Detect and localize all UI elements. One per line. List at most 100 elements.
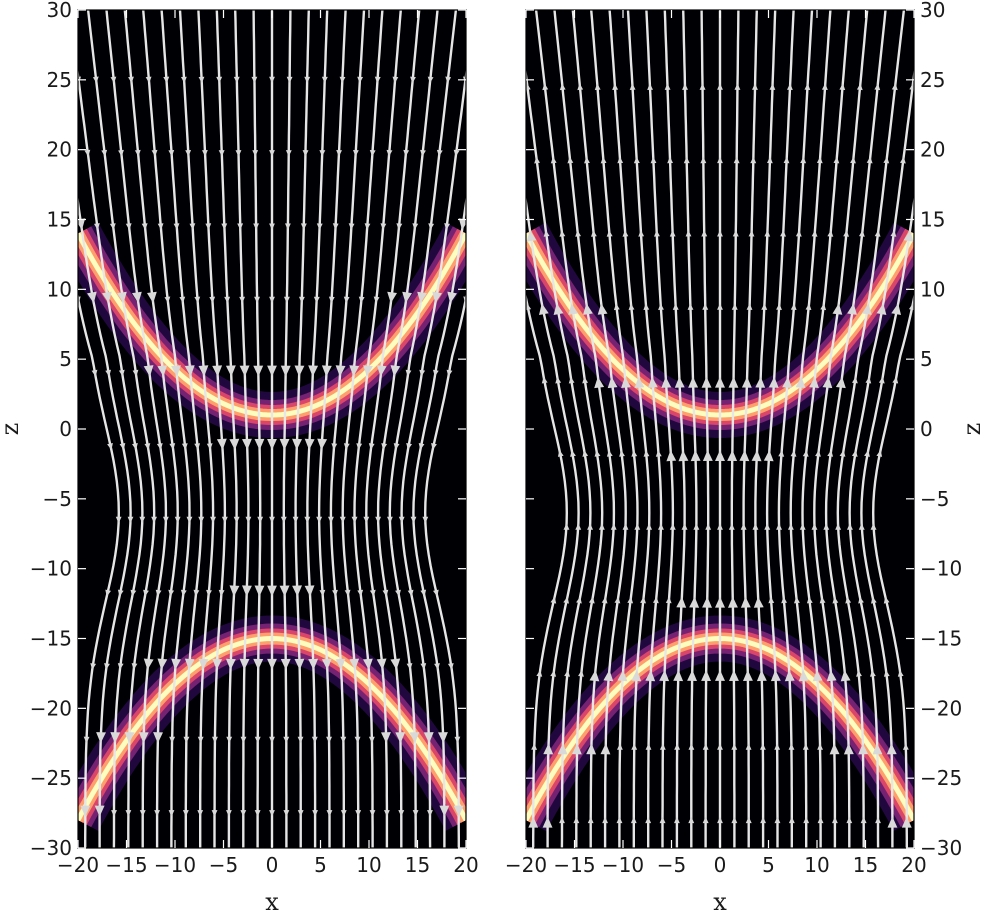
flow-arrow [252,150,259,157]
flow-arrow [643,303,650,310]
flow-arrow [858,743,869,755]
flow-arrow [105,589,111,597]
flow-arrow [654,230,660,237]
flow-arrow [740,596,751,608]
flow-arrow [157,365,168,377]
flow-arrow [336,150,342,157]
flow-arrow [874,230,881,237]
flow-arrow [94,805,105,817]
flow-arrow [638,230,645,237]
flow-arrow [607,376,618,389]
flow-arrow [78,296,81,304]
streamline-7 [160,10,203,848]
streamline-9 [197,10,227,848]
flow-arrow [164,296,171,304]
flow-arrow [139,516,146,524]
streamline-18 [777,10,814,848]
flow-arrow [279,438,290,450]
flow-arrow [729,669,739,681]
right-panel: −20 −15 −10 −5 0 5 10 15 20−30−25−20−15−10−50510… [490,0,986,916]
flow-arrow [748,230,755,237]
flow-arrow [368,443,375,450]
flow-arrow [769,83,776,90]
flow-arrow [578,669,584,677]
flow-arrow [817,743,823,750]
flow-arrow [811,230,818,237]
flow-arrow [812,669,823,682]
flow-arrow [340,736,347,744]
flow-arrow [731,816,738,824]
flow-arrow [386,149,393,157]
flow-arrow [343,443,350,450]
flow-arrow [790,303,797,310]
flow-arrow [717,523,723,530]
flow-arrow [317,438,328,450]
flow-arrow [242,585,252,597]
flow-arrow [125,810,132,817]
flow-arrow [557,743,568,755]
flow-arrow [788,523,794,530]
x-tick-label: −10 [602,853,644,877]
flow-arrow [631,743,638,750]
flow-arrow [715,376,725,388]
flow-arrow [354,736,361,744]
streamline-26 [423,292,466,848]
y-tick-label: 25 [47,68,72,92]
flow-arrow [369,589,376,597]
flow-arrow [179,296,186,304]
flow-arrow [407,589,414,597]
flow-arrow [410,76,416,84]
flow-arrow [890,230,897,237]
flow-arrow [897,669,904,677]
flow-arrow [446,369,453,377]
flow-arrow [253,223,259,230]
flow-arrow [490,83,496,90]
flow-arrow [526,303,532,311]
flow-arrow [134,149,141,157]
flow-arrow [526,230,537,242]
flow-arrow [541,376,548,384]
flow-arrow [658,523,664,530]
flow-arrow [908,303,914,311]
flow-arrow [186,516,193,524]
flow-arrow [802,743,809,750]
flow-arrow [171,365,181,377]
flow-arrow [433,369,439,377]
flow-arrow [705,523,712,530]
flow-arrow [678,450,689,462]
flow-arrow [630,816,637,824]
flow-arrow [157,223,164,230]
flow-arrow [355,810,362,817]
flow-arrow [118,149,124,157]
flow-arrow [568,376,575,384]
x-tick-label: −10 [154,853,196,877]
flow-arrow [297,736,304,744]
flow-arrow [229,585,240,597]
plot-area [490,10,914,848]
y-tick-label: 0 [59,417,72,441]
flow-arrow [669,523,676,530]
flow-arrow [531,743,537,750]
flow-arrow [102,291,112,304]
flow-arrow [582,376,588,384]
flow-arrow [384,810,390,817]
flow-arrow [778,450,785,457]
flow-arrow [423,732,434,744]
flow-arrow [127,516,134,524]
flow-arrow [731,743,738,750]
y-tick-label: 15 [47,208,72,232]
flow-arrow [285,150,292,157]
flow-arrow [131,663,138,670]
flow-arrow [846,816,853,824]
flow-arrow [683,156,690,164]
flow-arrow [571,743,582,755]
flow-arrow [534,156,540,164]
flow-arrow [433,589,439,597]
flow-arrow [110,76,117,84]
flow-arrow [688,743,695,750]
flow-arrow [168,150,175,157]
flow-arrow [861,303,872,315]
flow-arrow [132,291,142,304]
flow-arrow [198,658,209,670]
flow-arrow [221,516,228,524]
